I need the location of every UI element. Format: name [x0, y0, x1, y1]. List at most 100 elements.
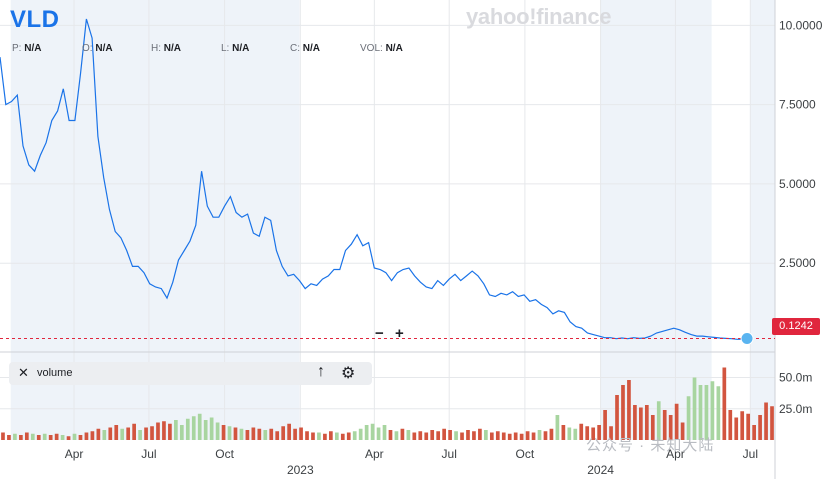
volume-bar [329, 431, 333, 440]
volume-bar [376, 427, 381, 440]
volume-bar [406, 430, 411, 440]
volume-bar [627, 380, 631, 440]
volume-bar [418, 431, 423, 440]
volume-bar [656, 401, 661, 440]
volume-bar [716, 386, 721, 440]
volume-bar [126, 427, 131, 440]
volume-bar [704, 385, 709, 440]
volume-bar [317, 432, 321, 440]
volume-bar [591, 427, 596, 440]
y-tick-label: 2.5000 [779, 256, 816, 270]
volume-bar [96, 428, 101, 440]
volume-bar [174, 420, 178, 440]
volume-bar [263, 430, 268, 440]
low-key: L: [221, 43, 230, 54]
account-watermark: 公众号 · 未知大陆 [586, 437, 715, 454]
y-axis-tick-labels: 10.0000 7.5000 5.0000 2.5000 [779, 18, 823, 270]
volume-bar [668, 415, 673, 440]
y-tick-label: 5.0000 [779, 177, 816, 191]
volume-bar [185, 418, 190, 440]
volume-bar [740, 411, 745, 440]
volume-bar [42, 433, 47, 440]
volume-bar [60, 435, 65, 440]
volume-bar [144, 427, 148, 440]
volume-bar [221, 425, 226, 440]
volume-bar [108, 427, 113, 440]
volume-bar [698, 385, 703, 440]
current-price-badge: 0.1242 [772, 318, 820, 335]
volume-bar [197, 413, 202, 440]
volume-bar [442, 428, 446, 440]
volume-bar [639, 407, 643, 440]
volume-bar [579, 423, 584, 440]
volume-bar [19, 435, 23, 440]
volume-bar [346, 432, 351, 440]
close-icon[interactable]: ✕ [18, 365, 29, 380]
volume-bar [501, 432, 506, 440]
volume-bar [269, 428, 274, 440]
volume-bar [764, 402, 768, 440]
volume-bar [293, 428, 297, 440]
volume-bar [680, 422, 685, 440]
volume-bar [203, 420, 208, 440]
volume-bar [722, 367, 727, 440]
volume-bar [239, 428, 244, 440]
volume-bar [478, 428, 482, 440]
volume-bar [495, 431, 500, 440]
volume-bar [537, 430, 542, 440]
arrow-up-icon[interactable]: ↑ [317, 363, 325, 380]
gear-icon[interactable]: ⚙ [341, 365, 356, 382]
close-key: C: [290, 43, 300, 54]
shaded-range [600, 0, 712, 440]
volume-bar [543, 431, 548, 440]
volume-bar [90, 431, 95, 440]
close-value: N/A [302, 43, 321, 54]
volume-bar [382, 425, 387, 440]
volume-bar [13, 433, 17, 440]
volume-bar [191, 416, 196, 440]
volume-key: VOL: [360, 43, 383, 54]
volume-bar [460, 432, 464, 440]
x-tick-label: Apr [65, 447, 84, 461]
high-field: H: N/A [151, 43, 181, 54]
volume-bar [215, 422, 220, 440]
volume-bar [424, 432, 429, 440]
volume-bar [519, 433, 524, 440]
volume-bar [30, 433, 35, 440]
volume-bar [448, 430, 452, 440]
volume-bar [340, 433, 345, 440]
grid-lines [0, 0, 775, 440]
zoom-out-button[interactable]: − [375, 325, 384, 342]
price-line [0, 18, 748, 340]
volume-bar [531, 432, 536, 440]
open-value: N/A [95, 43, 113, 54]
volume-bar [179, 425, 184, 440]
open-key: O: [82, 43, 93, 54]
volume-bar [752, 425, 756, 440]
volume-bar [251, 427, 256, 440]
volume-tick-label: 50.0m [779, 371, 812, 385]
volume-bar [233, 427, 238, 440]
volume-bar [430, 430, 435, 440]
volume-bar [162, 421, 166, 440]
volume-bar [692, 377, 697, 440]
volume-bar [507, 433, 512, 440]
volume-bar [311, 432, 315, 440]
volume-bar [48, 435, 53, 440]
volume-bar [662, 410, 667, 440]
zoom-in-button[interactable]: + [395, 325, 404, 342]
volume-bar [102, 430, 107, 440]
volume-bar [603, 410, 607, 440]
volume-bar [561, 425, 566, 440]
volume-bar [525, 431, 530, 440]
volume-bar [281, 426, 286, 440]
x-tick-label: Jul [141, 447, 156, 461]
volume-bar [549, 428, 554, 440]
volume-bar [257, 428, 262, 440]
volume-bar [585, 426, 590, 440]
x-tick-label: 2023 [287, 463, 314, 477]
volume-bar [150, 426, 154, 440]
volume-bar [287, 423, 291, 440]
volume-bar [728, 410, 733, 440]
